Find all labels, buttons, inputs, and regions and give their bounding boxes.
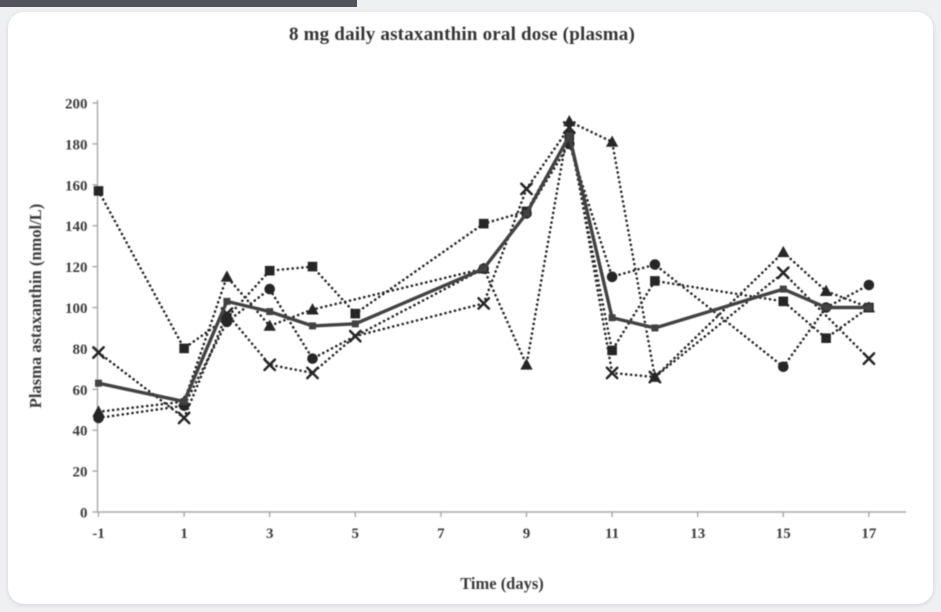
x-tick-label: 15 xyxy=(776,526,791,542)
subject-x-marker xyxy=(263,358,277,372)
subject-square-marker xyxy=(821,333,831,343)
median-line-marker xyxy=(822,304,830,311)
subject-triangle-marker xyxy=(605,135,619,147)
subject-square-marker xyxy=(93,186,104,196)
subject-x-marker xyxy=(862,352,876,366)
subject-x-marker xyxy=(562,121,576,134)
x-tick-label: 17 xyxy=(861,526,877,542)
median-line-marker xyxy=(351,320,359,328)
subject-square-marker xyxy=(264,265,275,276)
y-tick-label: 60 xyxy=(73,383,88,399)
series-line-median-line xyxy=(98,134,869,404)
x-tick-label: 3 xyxy=(266,526,274,542)
subject-x-marker xyxy=(520,182,533,196)
subject-triangle-marker xyxy=(306,303,319,315)
subject-circle-marker xyxy=(649,259,661,270)
subject-square-marker xyxy=(478,218,489,229)
median-line-marker xyxy=(523,209,530,217)
y-tick-label: 80 xyxy=(73,342,88,358)
subject-x-marker xyxy=(477,296,491,310)
x-tick-label: 7 xyxy=(437,526,445,542)
chart-title: 8 mg daily astaxanthin oral dose (plasma… xyxy=(288,24,635,45)
subject-triangle-marker xyxy=(92,405,105,417)
series-line-subject-circle xyxy=(97,140,871,420)
median-line-marker xyxy=(865,304,873,311)
y-tick-label: 180 xyxy=(65,137,88,153)
subject-square-marker xyxy=(179,343,189,354)
subject-triangle-marker xyxy=(263,319,276,331)
subject-square-marker xyxy=(778,296,789,307)
subject-x-marker xyxy=(220,307,234,321)
subject-x-marker xyxy=(776,266,790,280)
subject-square-marker xyxy=(607,345,617,356)
median-line-marker xyxy=(223,297,231,305)
subject-square-marker xyxy=(650,276,660,286)
window-chrome-strip xyxy=(0,0,357,7)
median-line-marker xyxy=(95,379,102,387)
x-tick-label: 5 xyxy=(352,526,360,542)
median-line-marker xyxy=(779,285,787,293)
y-tick-label: 120 xyxy=(65,260,88,276)
median-line-marker xyxy=(608,314,616,322)
y-tick-label: 100 xyxy=(65,301,88,317)
median-line-marker xyxy=(480,265,488,273)
series-line-subject-square xyxy=(97,132,871,354)
subject-x-marker xyxy=(177,411,191,425)
subject-triangle-marker xyxy=(220,270,234,282)
subject-x-marker xyxy=(648,370,662,384)
subject-x-marker xyxy=(306,366,319,380)
subject-square-marker xyxy=(307,261,318,272)
subject-x-marker xyxy=(605,366,619,380)
y-axis-title: Plasma astaxanthin (nmol/L) xyxy=(26,203,45,409)
x-tick-label: 1 xyxy=(180,526,188,542)
median-line-marker xyxy=(565,132,573,140)
y-tick-label: 0 xyxy=(80,506,88,522)
y-tick-label: 40 xyxy=(73,424,88,440)
x-axis-title: Time (days) xyxy=(460,574,544,593)
subject-triangle-marker xyxy=(520,358,533,370)
x-tick-label: 13 xyxy=(690,526,705,542)
subject-circle-marker xyxy=(606,271,618,283)
y-tick-label: 140 xyxy=(65,219,88,235)
median-line-marker xyxy=(309,322,316,330)
x-tick-label: -1 xyxy=(92,526,105,542)
median-line-marker xyxy=(180,398,188,406)
median-line-marker xyxy=(266,308,274,316)
y-tick-label: 20 xyxy=(73,465,88,481)
subject-triangle-marker xyxy=(777,245,790,258)
subject-x-marker xyxy=(92,346,105,359)
subject-square-marker xyxy=(350,308,361,319)
median-line-marker xyxy=(651,324,659,332)
subject-circle-marker xyxy=(307,353,318,364)
subject-x-marker xyxy=(348,329,362,343)
y-tick-label: 200 xyxy=(65,97,88,113)
subject-circle-marker xyxy=(264,283,276,295)
x-tick-label: 11 xyxy=(605,526,619,542)
y-tick-label: 160 xyxy=(65,178,88,194)
subject-circle-marker xyxy=(778,361,789,373)
x-tick-label: 9 xyxy=(523,526,531,542)
subject-triangle-marker xyxy=(819,284,833,297)
subject-circle-marker xyxy=(863,279,875,291)
